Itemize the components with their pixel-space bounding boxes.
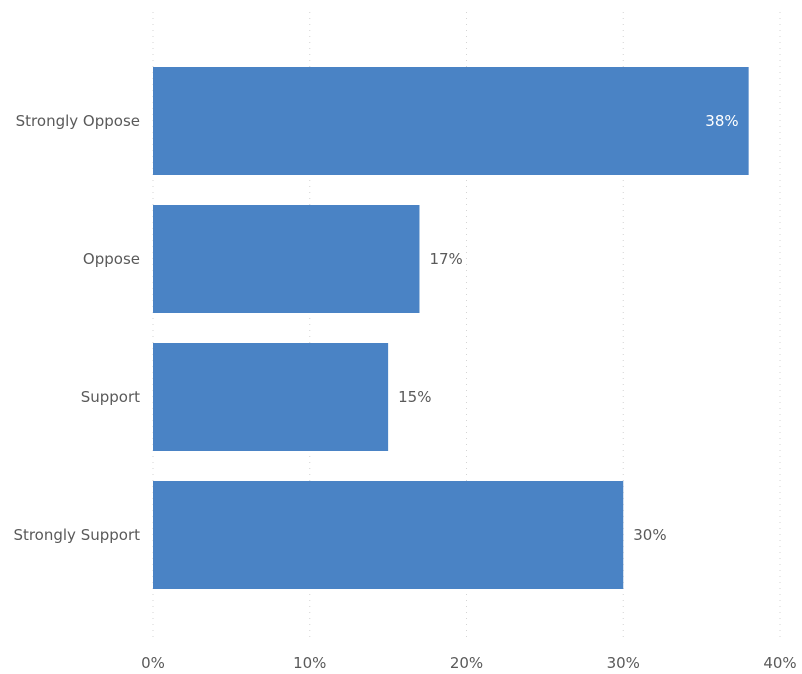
bar <box>153 481 624 589</box>
category-label: Support <box>81 388 140 406</box>
x-axis-tick-labels: 0% 10% 20% 30% 40% <box>141 654 797 672</box>
data-label: 30% <box>633 526 666 544</box>
x-tick-label: 40% <box>763 654 796 672</box>
data-labels: 38% 17% 15% 30% <box>398 112 739 544</box>
bar <box>153 343 389 451</box>
category-label: Oppose <box>83 250 140 268</box>
category-labels: Strongly Oppose Oppose Support Strongly Sup… <box>13 112 140 544</box>
x-tick-label: 30% <box>607 654 640 672</box>
data-label: 15% <box>398 388 431 406</box>
x-tick-label: 20% <box>450 654 483 672</box>
x-tick-label: 0% <box>141 654 165 672</box>
data-label: 17% <box>429 250 462 268</box>
category-label: Strongly Oppose <box>16 112 140 130</box>
data-label: 38% <box>705 112 738 130</box>
bar <box>153 205 420 313</box>
bars <box>153 67 749 589</box>
category-label: Strongly Support <box>13 526 140 544</box>
bar <box>153 67 749 175</box>
x-tick-label: 10% <box>293 654 326 672</box>
